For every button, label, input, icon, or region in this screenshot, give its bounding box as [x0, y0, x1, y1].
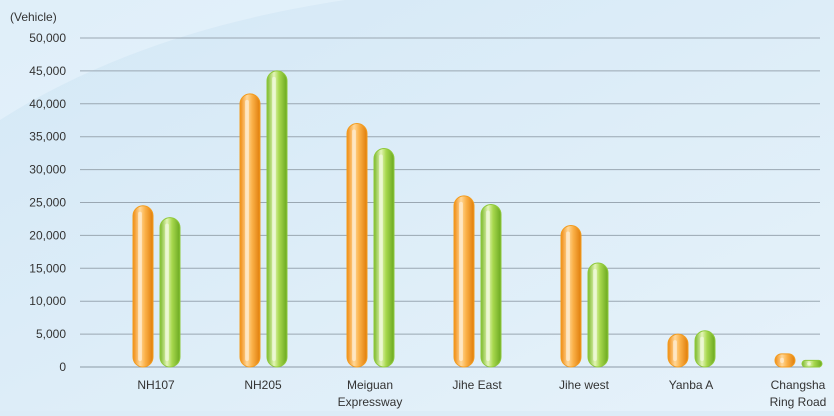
bar-1-4 [587, 262, 609, 368]
bar-highlight [165, 223, 169, 361]
bar-1-0 [159, 217, 181, 368]
bar-highlight [700, 336, 704, 361]
y-tick-label: 30,000 [29, 163, 66, 177]
bar-highlight [780, 357, 784, 364]
bar-highlight [566, 231, 570, 361]
y-tick-label: 35,000 [29, 130, 66, 144]
bar-body [801, 359, 823, 368]
bar-0-4 [560, 225, 582, 368]
bar-highlight [807, 362, 811, 366]
bar-body [587, 262, 609, 368]
grid [80, 37, 820, 368]
y-tick-label: 25,000 [29, 196, 66, 210]
bar-body [266, 70, 288, 368]
bar-body [480, 203, 502, 368]
y-tick-label: 15,000 [29, 261, 66, 275]
x-tick-label: Changsha [771, 378, 826, 392]
bar-0-1 [239, 93, 261, 368]
y-tick-label: 45,000 [29, 64, 66, 78]
bar-highlight [486, 210, 490, 361]
bar-highlight [379, 154, 383, 361]
x-tick-label: Ring Road [770, 395, 827, 409]
y-tick-label: 20,000 [29, 228, 66, 242]
bar-body [373, 148, 395, 368]
bar-0-6 [774, 353, 796, 368]
bar-body [346, 123, 368, 368]
y-tick-label: 10,000 [29, 294, 66, 308]
bar-body [453, 195, 475, 368]
bar-highlight [352, 129, 356, 361]
x-tick-label: Expressway [338, 395, 403, 409]
x-axis: NH107 NH205 Meiguan Expressway Jihe East Jihe… [137, 378, 826, 409]
bar-0-3 [453, 195, 475, 368]
y-tick-label: 0 [59, 360, 66, 374]
x-tick-label: Yanba A [669, 378, 713, 392]
y-axis-unit-label: (Vehicle) [10, 10, 57, 24]
bar-highlight [272, 76, 276, 362]
bar-highlight [459, 201, 463, 361]
bar-0-0 [132, 205, 154, 368]
bars [132, 70, 823, 368]
x-tick-label: Meiguan [347, 378, 393, 392]
y-tick-label: 5,000 [36, 327, 66, 341]
bar-0-2 [346, 123, 368, 368]
y-tick-label: 50,000 [29, 31, 66, 45]
bar-body [667, 333, 689, 368]
bar-body [560, 225, 582, 368]
bar-0-5 [667, 333, 689, 368]
bar-body [159, 217, 181, 368]
bar-1-1 [266, 70, 288, 368]
x-tick-label: NH107 [137, 378, 175, 392]
bar-body [239, 93, 261, 368]
x-tick-label: NH205 [244, 378, 282, 392]
bar-body [132, 205, 154, 368]
y-axis: 0 5,000 10,000 15,000 20,000 25,000 30,000 35,0… [29, 31, 66, 374]
bar-highlight [593, 269, 597, 361]
bar-1-2 [373, 148, 395, 368]
bar-1-6 [801, 359, 823, 368]
x-tick-label: Jihe East [452, 378, 502, 392]
x-tick-label: Jihe west [559, 378, 610, 392]
bar-highlight [245, 99, 249, 362]
bar-highlight [673, 340, 677, 361]
bar-body [774, 353, 796, 368]
bar-1-5 [694, 330, 716, 368]
bar-highlight [138, 211, 142, 361]
background-swoosh [0, 0, 834, 120]
bar-body [694, 330, 716, 368]
y-tick-label: 40,000 [29, 97, 66, 111]
bar-1-3 [480, 203, 502, 368]
